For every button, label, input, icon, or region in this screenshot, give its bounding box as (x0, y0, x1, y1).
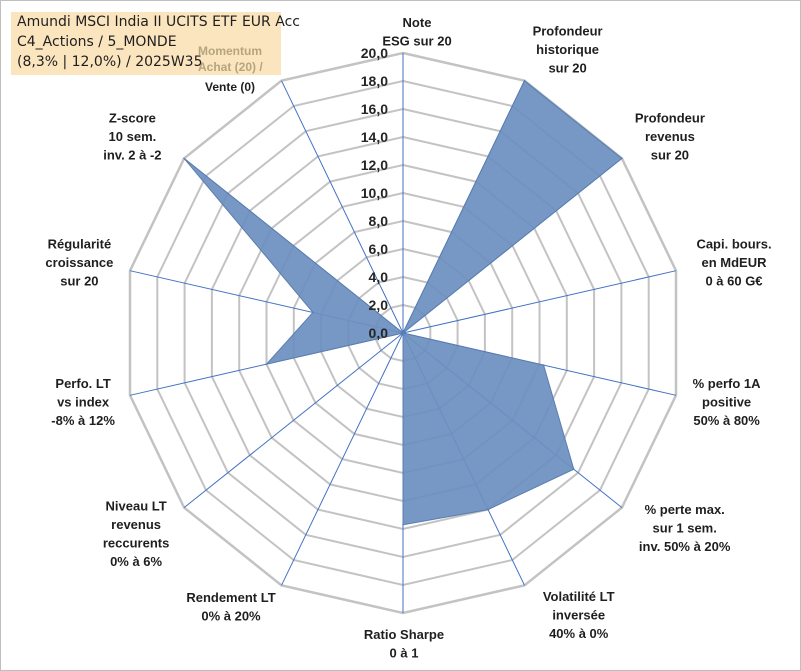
data-point (523, 79, 526, 82)
axis-label-line: Profondeur (635, 111, 705, 126)
data-point (573, 468, 575, 471)
tick-label: 2,0 (369, 297, 389, 313)
axis-label: Ratio Sharpe 0 à 1 (364, 627, 444, 661)
tick-label: 18,0 (361, 73, 388, 89)
axis-label: % perfo 1A positive 50% à 80% (693, 376, 762, 428)
axis-label-line: inversée (552, 607, 605, 622)
axis-label-line: Perfo. LT (55, 376, 110, 391)
data-point (265, 363, 268, 366)
axis-label-line: % perte max. (645, 502, 725, 517)
axis-label-line: historique (536, 42, 599, 57)
axis-label-line: 10 sem. (109, 129, 157, 144)
axis-label-line: sur 1 sem. (653, 520, 717, 535)
tick-label: 4,0 (369, 269, 389, 285)
axis-label-line: sur 20 (548, 61, 586, 76)
axis-label: Niveau LT revenus reccurents 0% à 6% (103, 498, 169, 569)
axis-label-line: Z-score (109, 111, 156, 126)
axis-label-line: Capi. bours. (696, 236, 771, 251)
axis-label-line: Volatilité LT (543, 589, 615, 604)
axis-label-line: 0% à 6% (110, 554, 162, 569)
tick-label: 0,0 (369, 325, 389, 341)
tick-label: 8,0 (369, 213, 389, 229)
axis-spoke (183, 332, 404, 508)
axis-label-line: Ratio Sharpe (364, 627, 444, 642)
axis-label: Profondeur historique sur 20 (533, 24, 603, 76)
axis-label-line: Niveau LT (106, 498, 167, 513)
axis-label-line: -8% à 12% (51, 413, 115, 428)
axis-label-line: 0% à 20% (201, 608, 261, 623)
data-point (312, 311, 314, 314)
axis-label-line: ESG sur 20 (382, 34, 451, 49)
tick-label: 6,0 (369, 241, 389, 257)
axis-spoke (402, 270, 677, 334)
axis-label-line: Note (403, 15, 432, 30)
tick-label: 14,0 (361, 129, 388, 145)
axis-label-line: Régularité (48, 236, 112, 251)
axis-label-line: Rendement LT (186, 590, 275, 605)
axis-label: % perte max. sur 1 sem. inv. 50% à 20% (639, 502, 731, 554)
axis-label-line: revenus (111, 517, 161, 532)
momentum-title-line3: Vente (0) (205, 80, 256, 94)
data-point (487, 508, 489, 511)
fund-info-box: Amundi MSCI India II UCITS ETF EUR Acc C… (11, 12, 300, 75)
axis-label-line: vs index (57, 395, 110, 410)
axis-label-line: reccurents (103, 535, 169, 550)
tick-label: 12,0 (361, 157, 388, 173)
axis-label: Z-score 10 sem. inv. 2 à -2 (103, 111, 161, 163)
axis-label-line: 0 à 1 (390, 646, 419, 661)
axis-spoke (281, 332, 404, 586)
axis-label-line: 0 à 60 G€ (705, 273, 762, 288)
axis-label-layer: Note ESG sur 20 Profondeur historique sur 20… (45, 15, 771, 661)
tick-label: 16,0 (361, 101, 388, 117)
axis-label-line: inv. 50% à 20% (639, 539, 731, 554)
data-point (183, 157, 185, 160)
axis-label: Note ESG sur 20 (382, 15, 451, 49)
axis-label-line: 50% à 80% (693, 413, 760, 428)
axis-label: Capi. bours. en MdEUR 0 à 60 G€ (696, 236, 771, 288)
axis-label: Perfo. LT vs index -8% à 12% (51, 376, 115, 428)
axis-label: Volatilité LT inversée 40% à 0% (543, 589, 615, 641)
axis-label-line: sur 20 (60, 273, 98, 288)
tick-label: 20,0 (361, 45, 388, 61)
axis-label-line: positive (702, 395, 751, 410)
data-point (542, 364, 545, 366)
tick-label-layer: 0,0 2,0 4,0 6,0 8,0 10,0 12,0 14,0 16,0 18,0 20,0 (361, 45, 388, 341)
axis-label-line: croissance (45, 255, 113, 270)
axis-label-line: inv. 2 à -2 (103, 148, 161, 163)
data-point (402, 332, 404, 334)
tick-label: 10,0 (361, 185, 388, 201)
fund-category: C4_Actions / 5_MONDE (17, 34, 177, 50)
axis-label-line: sur 20 (651, 148, 689, 163)
fund-name: Amundi MSCI India II UCITS ETF EUR Acc (17, 14, 300, 30)
axis-label-line: en MdEUR (702, 255, 768, 270)
axis-label-line: Profondeur (533, 24, 603, 39)
series-layer (183, 79, 623, 526)
momentum-title-line2: Achat (20) / (198, 60, 263, 74)
axis-label: Régularité croissance sur 20 (45, 236, 113, 288)
axis-label: Profondeur revenus sur 20 (635, 111, 705, 163)
data-point (402, 524, 404, 526)
axis-label-line: revenus (645, 129, 695, 144)
fund-stats: (8,3% | 12,0%) / 2025W35 (17, 54, 203, 70)
axis-label: Rendement LT 0% à 20% (186, 590, 275, 624)
data-point (621, 157, 623, 160)
axis-label-line: % perfo 1A (693, 376, 762, 391)
axis-label-line: 40% à 0% (549, 626, 609, 641)
momentum-title-line1: Momentum (198, 44, 262, 58)
axis-spoke (281, 80, 404, 334)
